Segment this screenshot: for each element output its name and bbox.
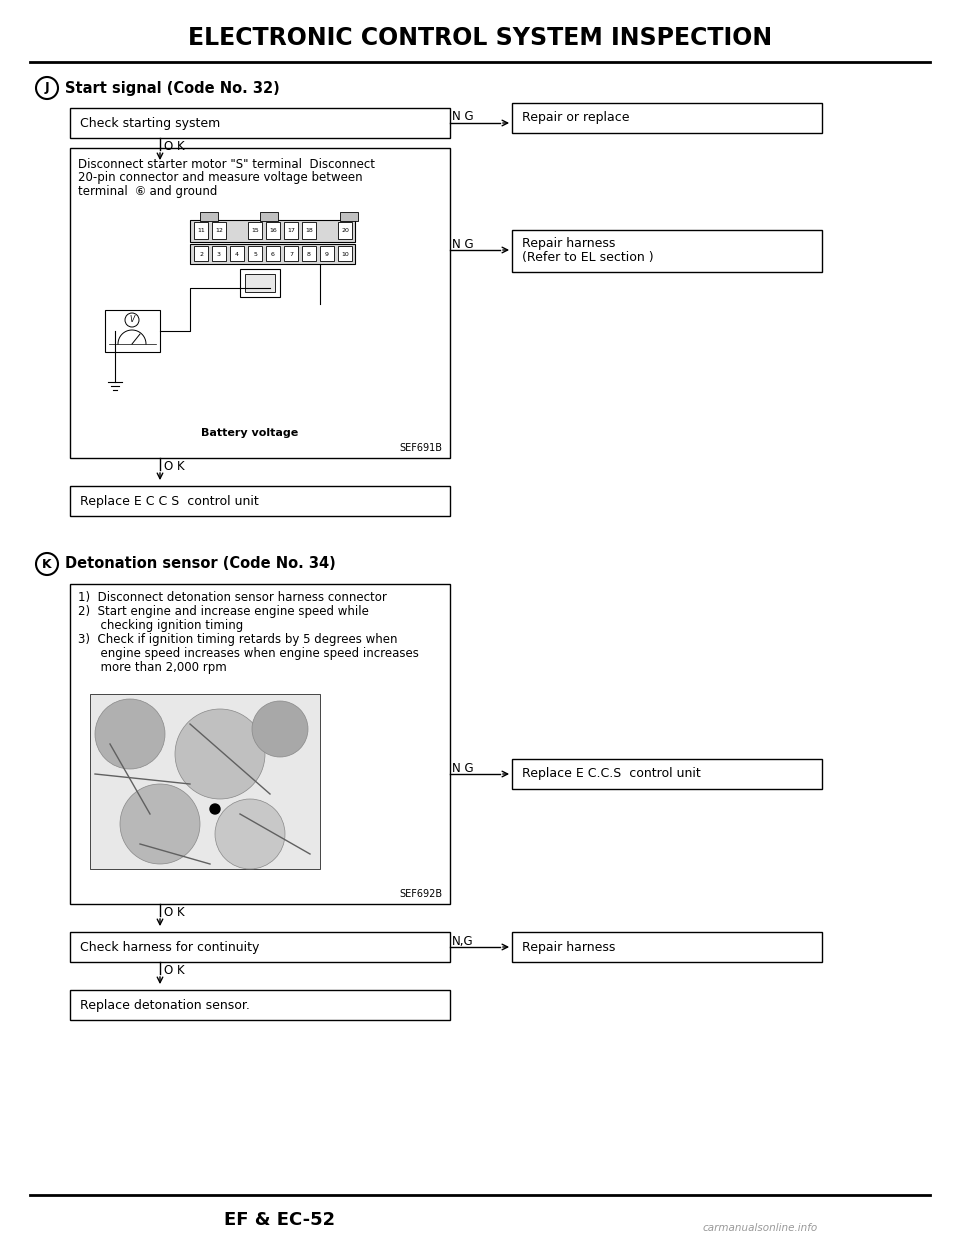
Text: Repair or replace: Repair or replace (522, 111, 630, 125)
Bar (338, 246, 352, 261)
Text: 9: 9 (325, 252, 329, 257)
Bar (240, 270, 280, 297)
Text: N,G: N,G (452, 935, 473, 947)
Bar (320, 246, 334, 261)
Text: SEF691B: SEF691B (399, 443, 442, 453)
Text: engine speed increases when engine speed increases: engine speed increases when engine speed… (78, 648, 419, 660)
Bar (266, 246, 280, 261)
Text: 4: 4 (235, 252, 239, 257)
Text: Battery voltage: Battery voltage (202, 428, 299, 438)
Text: O K: O K (164, 140, 184, 152)
Text: Repair harness: Repair harness (522, 237, 615, 250)
Text: O K: O K (164, 906, 184, 919)
Bar (284, 246, 298, 261)
Circle shape (120, 784, 200, 864)
Text: 11: 11 (197, 227, 204, 232)
Bar (212, 246, 226, 261)
Bar (190, 245, 355, 265)
Text: K: K (42, 558, 52, 570)
Text: terminal  ⑥ and ground: terminal ⑥ and ground (78, 186, 217, 198)
Text: ELECTRONIC CONTROL SYSTEM INSPECTION: ELECTRONIC CONTROL SYSTEM INSPECTION (188, 26, 772, 50)
Text: 20-pin connector and measure voltage between: 20-pin connector and measure voltage bet… (78, 171, 363, 185)
Text: 12: 12 (215, 227, 223, 232)
Text: N G: N G (452, 111, 473, 124)
Circle shape (252, 701, 308, 758)
Text: 7: 7 (289, 252, 293, 257)
Circle shape (215, 799, 285, 869)
Bar (90, 694, 320, 869)
Text: Disconnect starter motor "S" terminal  Disconnect: Disconnect starter motor "S" terminal Di… (78, 157, 375, 171)
Text: N G: N G (452, 761, 473, 775)
Bar (190, 220, 355, 242)
Bar (266, 222, 280, 240)
Bar (70, 584, 450, 904)
Bar (230, 246, 244, 261)
Circle shape (95, 699, 165, 769)
Text: 2: 2 (199, 252, 203, 257)
Text: Check harness for continuity: Check harness for continuity (80, 941, 259, 953)
Text: O K: O K (164, 459, 184, 473)
Text: O K: O K (164, 963, 184, 976)
Text: 1)  Disconnect detonation sensor harness connector: 1) Disconnect detonation sensor harness … (78, 592, 387, 604)
Bar (194, 222, 208, 240)
Bar (248, 246, 262, 261)
Bar (302, 246, 316, 261)
Bar (512, 932, 822, 962)
Text: checking ignition timing: checking ignition timing (78, 619, 243, 633)
Bar (512, 104, 822, 134)
Text: J: J (45, 81, 49, 95)
Bar (70, 149, 450, 458)
Text: 8: 8 (307, 252, 311, 257)
Text: Check starting system: Check starting system (80, 116, 220, 130)
Text: (Refer to EL section ): (Refer to EL section ) (522, 252, 654, 265)
Bar (105, 310, 160, 352)
Bar (260, 212, 278, 221)
Bar (70, 485, 450, 515)
Text: 18: 18 (305, 227, 313, 232)
Bar (512, 230, 822, 272)
Text: 3)  Check if ignition timing retards by 5 degrees when: 3) Check if ignition timing retards by 5… (78, 634, 397, 646)
Text: 3: 3 (217, 252, 221, 257)
Text: Replace E C.C.S  control unit: Replace E C.C.S control unit (522, 768, 701, 780)
Circle shape (210, 804, 220, 814)
Bar (245, 275, 275, 292)
Text: carmanualsonline.info: carmanualsonline.info (703, 1223, 818, 1233)
Text: Repair harness: Repair harness (522, 941, 615, 953)
Text: SEF692B: SEF692B (398, 889, 442, 899)
Text: N G: N G (452, 237, 473, 251)
Text: more than 2,000 rpm: more than 2,000 rpm (78, 661, 227, 674)
Text: V: V (130, 316, 134, 324)
Bar (200, 212, 218, 221)
Bar (194, 246, 208, 261)
Text: 16: 16 (269, 227, 276, 232)
Bar (212, 222, 226, 240)
Bar (248, 222, 262, 240)
Text: 6: 6 (271, 252, 275, 257)
Circle shape (175, 709, 265, 799)
Text: 2)  Start engine and increase engine speed while: 2) Start engine and increase engine spee… (78, 605, 369, 619)
Text: 5: 5 (253, 252, 257, 257)
Text: 17: 17 (287, 227, 295, 232)
Text: 10: 10 (341, 252, 348, 257)
Text: 20: 20 (341, 227, 348, 232)
Bar (338, 222, 352, 240)
Bar (70, 932, 450, 962)
Text: Replace E C C S  control unit: Replace E C C S control unit (80, 494, 259, 508)
Bar (340, 212, 358, 221)
Bar (284, 222, 298, 240)
Text: Replace detonation sensor.: Replace detonation sensor. (80, 998, 250, 1011)
Text: Detonation sensor (Code No. 34): Detonation sensor (Code No. 34) (65, 557, 336, 572)
Text: 15: 15 (252, 227, 259, 232)
Text: Start signal (Code No. 32): Start signal (Code No. 32) (65, 81, 279, 96)
Bar (512, 759, 822, 789)
Bar (70, 109, 450, 139)
Text: EF & EC-52: EF & EC-52 (225, 1211, 336, 1229)
Bar (302, 222, 316, 240)
Bar (70, 990, 450, 1020)
